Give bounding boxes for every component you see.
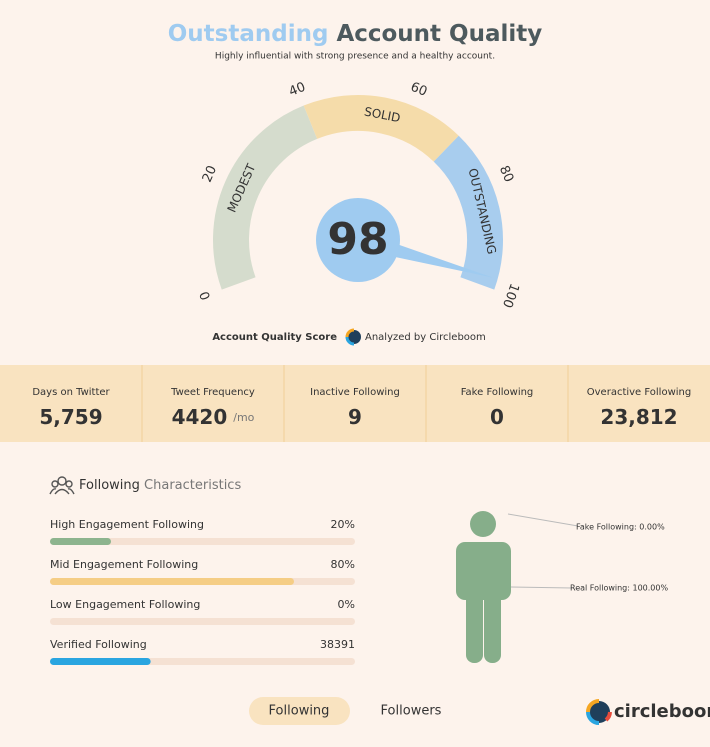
stat-label: Overactive Following [587,387,691,398]
stat-number: 5,759 [39,405,102,429]
characteristics-title-rest: Characteristics [144,478,241,493]
characteristics-title-bold: Following [79,478,140,493]
person-figure [456,511,511,663]
stats-band [0,365,710,442]
stat-label: Days on Twitter [32,387,110,398]
gauge-band [213,105,318,290]
tab-following[interactable] [249,697,350,725]
logo-icon [586,699,612,725]
bar-label: Mid Engagement Following [50,558,198,571]
stat-value: 23,812 [600,405,677,429]
bar-value: 38391 [320,638,355,651]
bar-fill [50,578,294,585]
gauge-tick-label: 40 [287,80,308,100]
bar-label: Verified Following [50,638,147,651]
stat-unit: /mo [233,411,254,424]
bar-fill [50,538,111,545]
subtitle: Highly influential with strong presence … [215,52,495,62]
title-highlight: Outstanding [168,21,329,47]
logo-text: circleboom [614,701,710,722]
gauge-center [316,198,400,282]
tab-followers-label[interactable]: Followers [381,704,442,719]
fake-following-label: Fake Following: 0.00% [576,523,665,532]
bar-value: 80% [331,558,355,571]
gauge-score: 98 [327,214,388,265]
real-pointer [510,586,573,589]
bar-value: 0% [338,598,355,611]
stat-value: 5,759 [39,405,102,429]
bar-track [50,538,355,545]
gauge-tick-label: 20 [200,163,220,184]
characteristics-icon [49,476,75,495]
stat-label: Tweet Frequency [170,387,255,398]
stat-value: 4420/mo [172,405,255,429]
gauge-tick-label: 60 [408,80,429,100]
stat-number: 0 [490,405,504,429]
title: Outstanding Account Quality [168,21,543,47]
tab-following-label[interactable]: Following [269,704,330,719]
bar-track [50,618,355,625]
bar-label: High Engagement Following [50,518,204,531]
stat-number: 4420 [172,405,228,429]
gauge-band [433,135,503,290]
stat-value: 9 [348,405,362,429]
analyzed-by: Analyzed by Circleboom [365,332,486,343]
gauge-band [303,95,459,162]
title-rest: Account Quality [336,21,542,47]
stat-label: Fake Following [461,387,534,398]
bar-value: 20% [331,518,355,531]
stat-value: 0 [490,405,504,429]
gauge-caption: Account Quality Score [212,332,337,343]
gauge-tick-label: 80 [496,163,516,184]
stat-number: 23,812 [600,405,677,429]
real-following-label: Real Following: 100.00% [570,584,668,593]
fake-pointer [507,513,579,527]
stat-label: Inactive Following [310,387,400,398]
characteristics-title: Following Characteristics [79,478,241,493]
bar-fill [50,658,151,665]
bar-label: Low Engagement Following [50,598,200,611]
gauge-band-label: SOLID [363,104,402,125]
small-logo [345,328,361,346]
stat-number: 9 [348,405,362,429]
